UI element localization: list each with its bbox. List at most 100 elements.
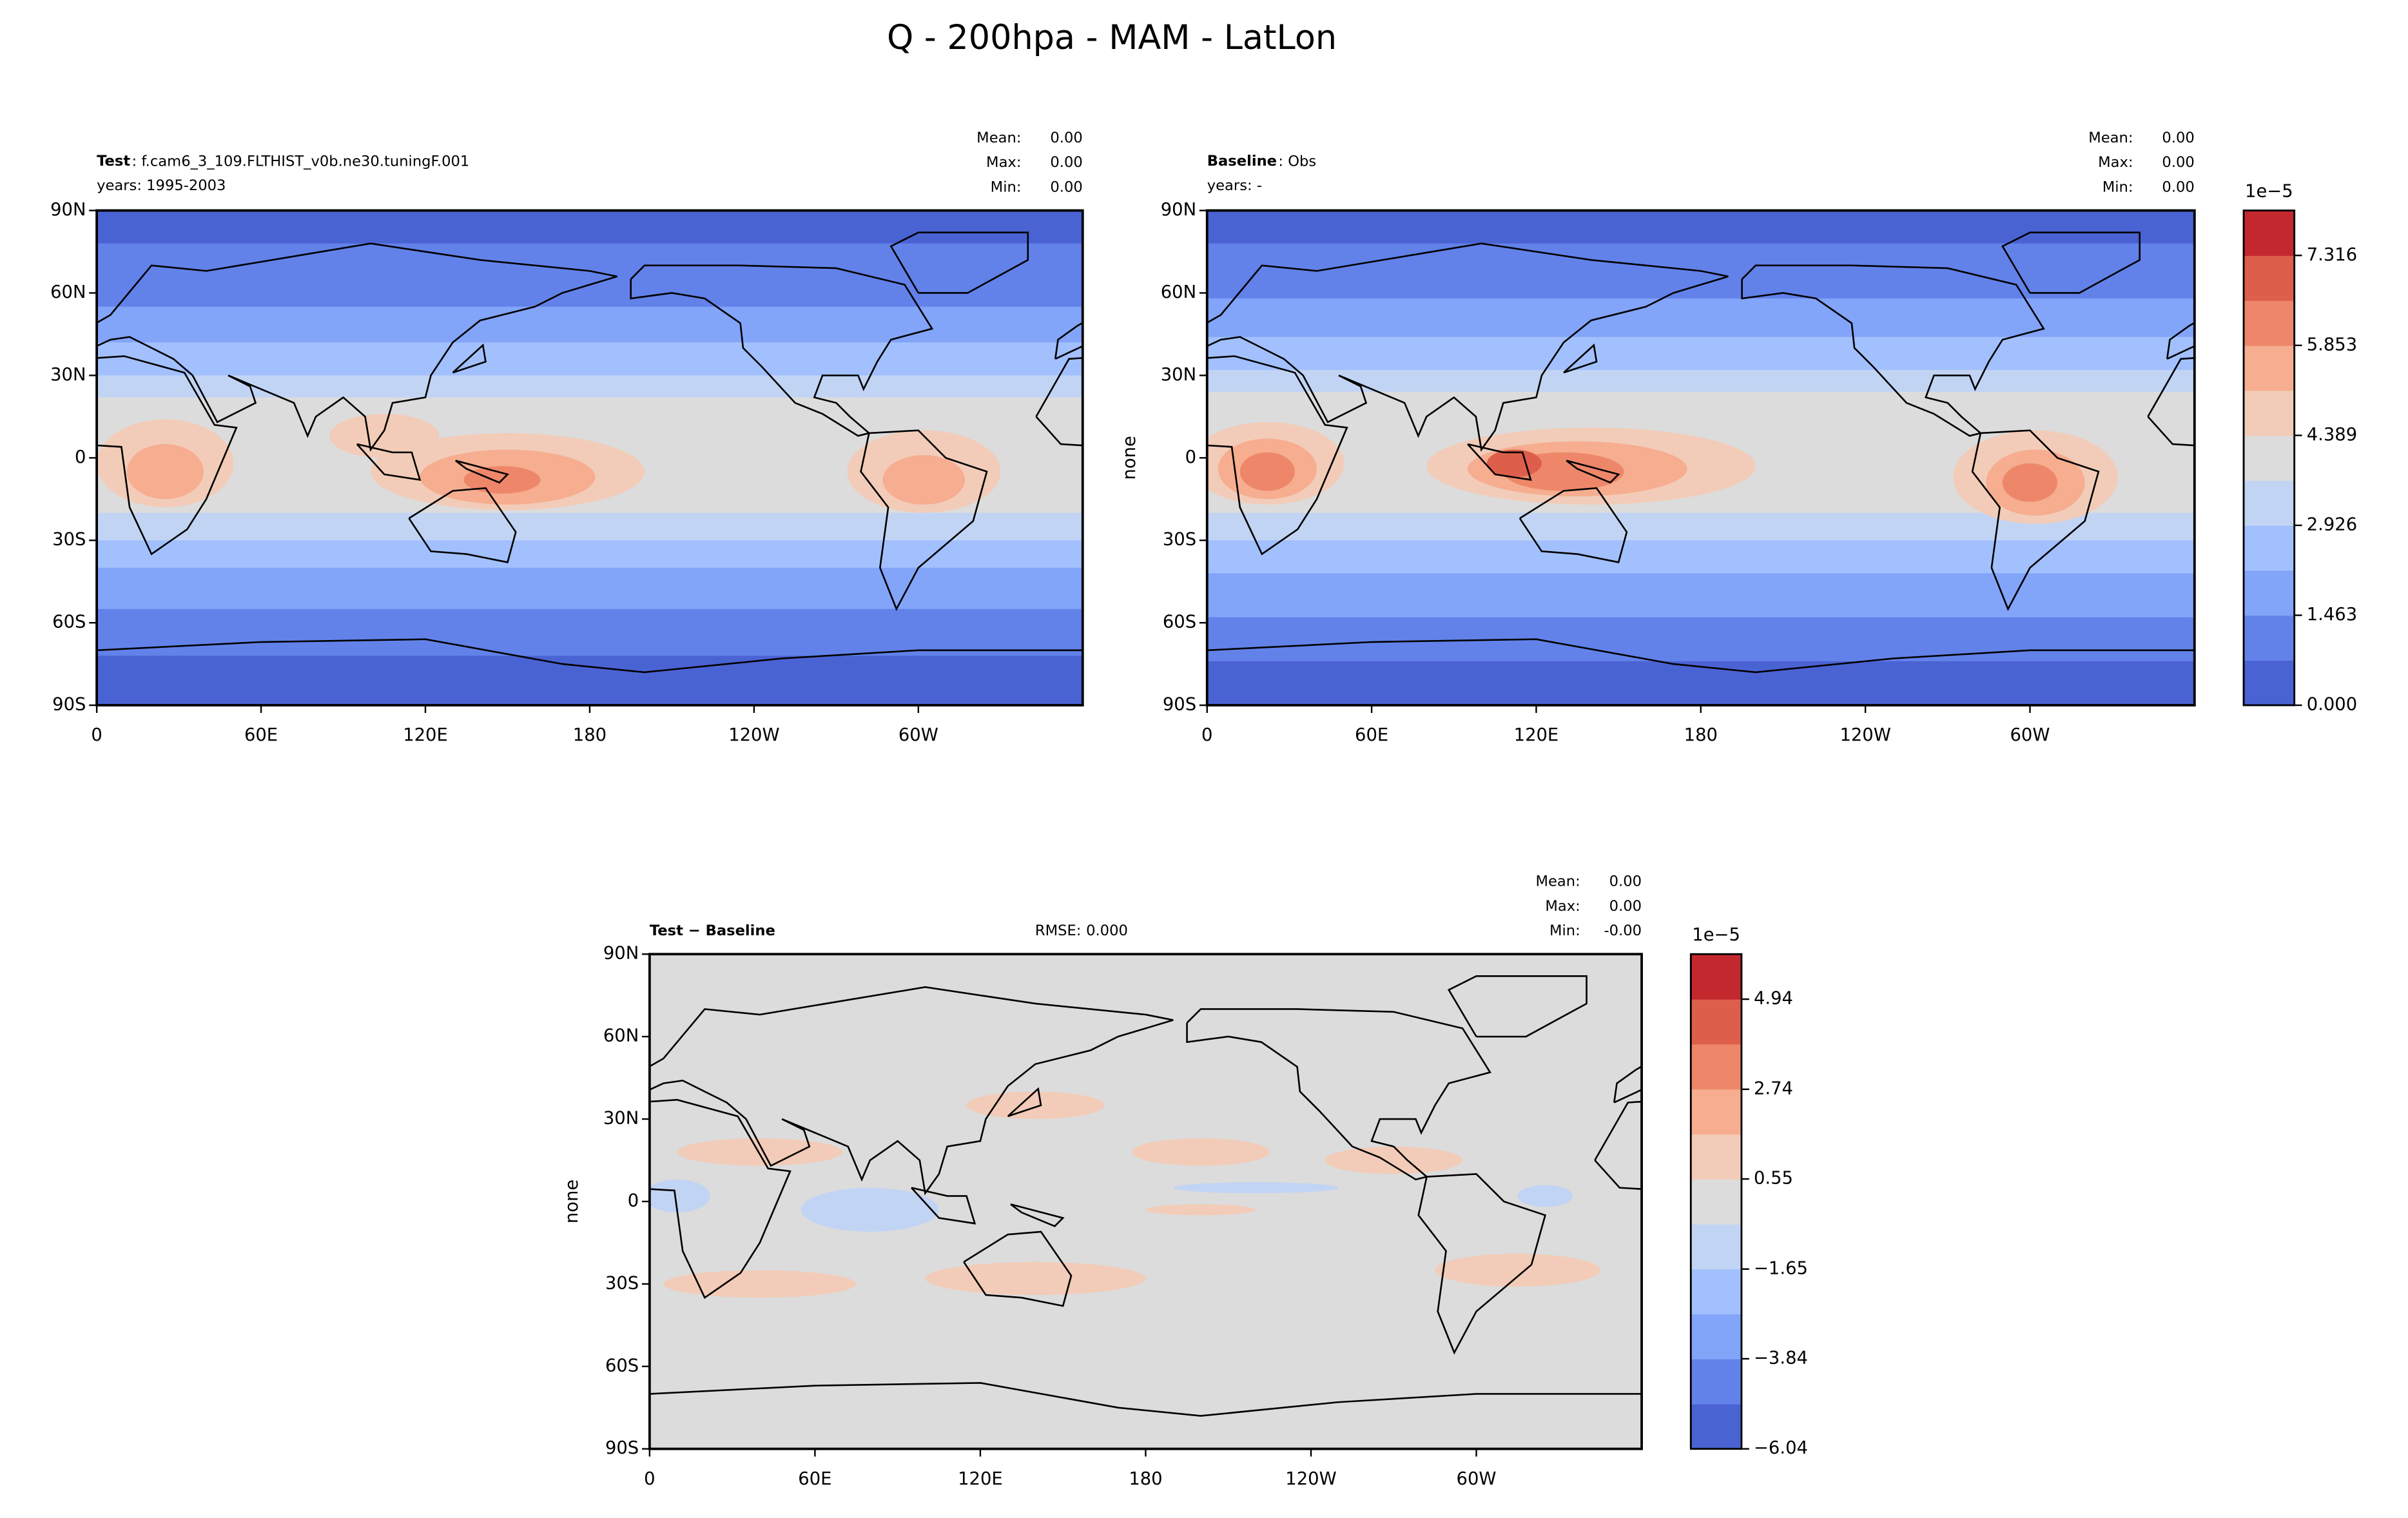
colorbar-level (2244, 660, 2295, 706)
colorbar-level (1691, 1044, 1742, 1090)
contour-level (677, 1138, 843, 1166)
stat-value: 0.00 (2162, 130, 2194, 146)
stat-value: 0.00 (2162, 154, 2194, 171)
colorbar-tick-label: 7.316 (2307, 245, 2357, 265)
y-tick-label: 60N (1161, 282, 1196, 302)
contour-level (1239, 452, 1295, 491)
colorbar-tick-label: 5.853 (2307, 335, 2357, 355)
coastline (1207, 242, 1729, 452)
stat-value: 0.00 (1609, 873, 1642, 890)
coastline (15, 1089, 48, 1116)
stat-value: 0.00 (1050, 154, 1082, 171)
contour-level (1486, 449, 1542, 478)
coastline (860, 429, 988, 611)
colorbar-level (1691, 1223, 1742, 1270)
colorbar-tick-label: 1.463 (2307, 605, 2357, 625)
y-tick-label: 30N (603, 1109, 639, 1129)
colorbar-level (2244, 210, 2295, 257)
coastline (630, 264, 934, 437)
colorbar-tick-label: 2.926 (2307, 514, 2357, 534)
stat-name: Min: (2102, 179, 2133, 195)
y-tick-label: 30S (605, 1273, 639, 1293)
coastline (195, 1009, 498, 1179)
colorbar-level (1691, 1134, 1742, 1180)
map-field (0, 954, 2033, 1449)
contour-level (663, 1270, 857, 1298)
y-tick-label: 0 (75, 447, 86, 467)
coastline (0, 1232, 79, 1306)
colorbar-level (2244, 300, 2295, 346)
stat-value: 0.00 (2162, 179, 2194, 195)
stat-value: 0.00 (1050, 130, 1082, 146)
colorbar-exponent: 1e−5 (2245, 181, 2293, 201)
coastline (2001, 231, 2141, 294)
contour-level (1325, 1146, 1463, 1174)
x-tick-label: 120E (403, 725, 448, 745)
coastline (1519, 487, 1628, 563)
contour-level (925, 1261, 1146, 1295)
stat-name: Min: (991, 179, 1022, 195)
rmse-label: RMSE: (1035, 922, 1082, 939)
y-tick-label: 30S (1163, 530, 1196, 550)
x-tick-label: 60E (244, 725, 278, 745)
coastline (427, 1174, 554, 1352)
colorbar-tick-label: 4.94 (1754, 989, 1793, 1009)
colorbar-level (2244, 525, 2295, 571)
coastline (0, 639, 97, 672)
y-tick-label: 90N (1161, 200, 1196, 220)
x-tick-label: 0 (1201, 725, 1212, 745)
coastline (452, 343, 487, 374)
coastline (1467, 443, 1532, 482)
coastline (1563, 343, 1598, 374)
y-tick-label: 30N (50, 365, 86, 385)
colorbar-level (2244, 345, 2295, 391)
contour-level (1145, 1204, 1256, 1216)
coastline (408, 487, 517, 563)
coastline (97, 355, 238, 556)
contour-level (2002, 463, 2058, 502)
coastline (2000, 1089, 2033, 1116)
stat-name: Mean: (2088, 130, 2133, 146)
coastline (649, 1382, 1642, 1417)
contour-level (329, 414, 440, 458)
coastline (1566, 460, 1620, 484)
x-tick-label: 180 (1129, 1469, 1162, 1489)
x-tick-label: 60E (1355, 725, 1388, 745)
panel-subtitle: : f.cam6_3_109.FLTHIST_v0b.ne30.tuningF.… (132, 153, 470, 170)
x-tick-label: 60W (898, 725, 938, 745)
panel-years: years: 1995-2003 (97, 177, 226, 194)
y-axis-label: none (562, 1180, 582, 1223)
stat-name: Max: (986, 154, 1021, 171)
y-tick-label: 60S (1163, 612, 1196, 632)
coastline (911, 1187, 976, 1225)
colorbar-level (2244, 615, 2295, 661)
contour-level (966, 1091, 1105, 1120)
contour-level (1173, 1182, 1339, 1194)
subtitle: : f.cam6_3_109.FLTHIST_v0b.ne30.tuningF.… (132, 153, 470, 170)
stat-value: 0.00 (1050, 179, 1082, 195)
y-tick-label: 90S (52, 695, 86, 715)
panel-years: years: - (1207, 177, 1262, 194)
colorbar-frame (2242, 209, 2296, 706)
stat-name: Max: (2098, 154, 2133, 171)
coastline (356, 443, 422, 482)
contour-level (126, 443, 204, 500)
coastline (454, 460, 510, 484)
coastline (457, 976, 595, 1036)
y-tick-label: 90N (50, 200, 86, 220)
coastline (1207, 638, 2195, 674)
x-tick-label: 60W (2010, 725, 2050, 745)
coastline (2194, 649, 2195, 650)
colorbar-level (1691, 954, 1742, 1000)
colorbar-level (2244, 570, 2295, 616)
coastline (0, 233, 42, 293)
map-field (1207, 210, 2195, 706)
coastline (963, 1231, 1073, 1307)
y-tick-label: 0 (1185, 447, 1196, 467)
stat-name: Min: (1549, 922, 1580, 939)
coastline (97, 638, 1083, 674)
contour-level (882, 455, 966, 505)
contour-level (1132, 1138, 1270, 1166)
